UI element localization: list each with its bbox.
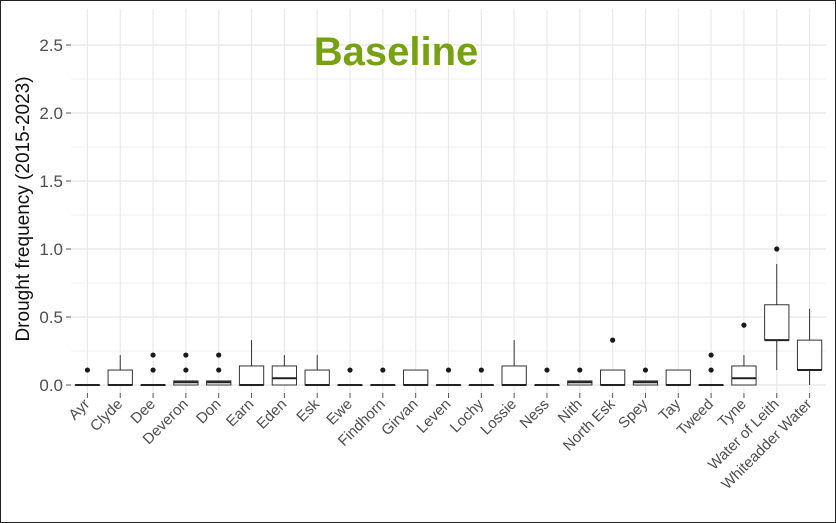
outlier-point [183,367,189,373]
x-tick-label: Don [193,396,224,427]
box-iqr [271,365,298,386]
box-esk [304,355,330,386]
outlier-point [183,352,189,358]
x-tick-label: Clyde [87,396,126,435]
outlier-point [347,367,353,373]
x-tick-label: Earn [223,396,257,430]
box-don [206,352,232,386]
outlier-point [445,367,452,373]
box-clyde [107,355,133,386]
box-girvan [403,369,429,386]
outlier-point [216,367,222,373]
box-nith [567,367,593,386]
y-tick-label: 0.0 [39,376,63,395]
y-tick-label: 1.5 [39,172,63,191]
box-leven [435,367,462,386]
y-tick-label: 2.0 [39,104,63,123]
box-iqr [304,369,330,386]
x-tick-label: Spey [615,395,652,432]
x-tick-label: Leven [413,396,454,437]
box-lossie [501,340,527,386]
box-tyne [731,322,757,386]
box-iqr [238,365,265,386]
box-north-esk [599,337,626,386]
box-iqr [107,369,133,386]
box-eden [271,355,298,386]
chart-title: Baseline [314,30,479,74]
outlier-point [544,367,550,373]
outlier-point [708,367,714,373]
box-iqr [731,365,757,386]
box-deveron [173,352,199,386]
outlier-point [478,367,484,373]
y-tick-label: 0.5 [39,308,63,327]
box-iqr [665,369,691,386]
x-tick-label: Ness [517,396,553,432]
box-findhorn [370,367,396,386]
box-earn [238,340,265,386]
box-spey [632,367,659,386]
box-lochy [468,367,494,386]
y-axis-label: Drought frequency (2015-2023) [13,76,34,341]
outlier-point [642,367,649,373]
box-tweed [698,352,724,386]
box-dee [140,352,166,386]
x-tick-label: Lossie [477,396,520,439]
outlier-point [380,367,386,373]
outlier-point [610,337,616,343]
box-ayr [74,367,101,386]
boxes [74,246,823,386]
outlier-point [577,367,583,373]
box-iqr [403,369,429,386]
outlier-point [708,352,714,358]
x-tick-label: Tweed [674,396,717,439]
x-tick-label: Eden [253,396,290,433]
box-ewe [337,367,363,386]
box-whiteadder-water [796,308,823,385]
box-tay [665,369,691,386]
box-iqr [796,339,823,371]
box-iqr [501,365,527,386]
x-tick-label: Girvan [378,396,421,439]
y-tick-label: 1.0 [39,240,63,259]
y-axis-ticks: 0.0 0.5 1.0 1.5 2.0 2.5 [39,36,71,395]
box-iqr [764,304,790,341]
outlier-point [84,367,91,373]
y-tick-label: 2.5 [39,36,63,55]
x-tick-label: Esk [293,395,323,425]
box-iqr [599,369,626,386]
outlier-point [774,246,780,252]
outlier-point [150,367,156,373]
outlier-point [216,352,222,358]
box-ness [534,367,560,386]
outlier-point [741,322,747,328]
outlier-point [150,352,156,358]
box-water-of-leith [764,246,790,371]
